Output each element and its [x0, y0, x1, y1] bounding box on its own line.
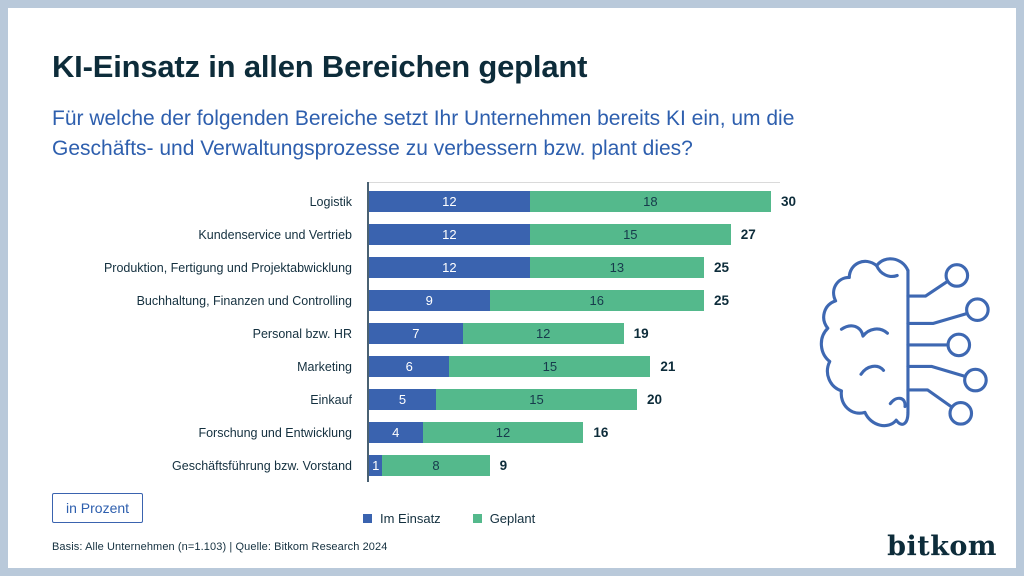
- total-value-label: 16: [593, 425, 609, 440]
- segment-value-label: 12: [442, 194, 457, 209]
- chart-legend: Im Einsatz Geplant: [363, 511, 535, 526]
- legend-item: Geplant: [472, 511, 536, 526]
- page-subtitle: Für welche der folgenden Bereiche setzt …: [52, 107, 795, 160]
- segment-value-label: 12: [535, 326, 551, 341]
- bar-segment-geplant: 12: [422, 422, 584, 443]
- bar-segment-geplant: 15: [449, 356, 651, 377]
- legend-swatch: [472, 514, 482, 523]
- bar-segment-geplant: 12: [462, 323, 624, 344]
- bar-row: Personal bzw. HR 7 12 19: [8, 323, 649, 344]
- bar-row: Logistik 12 18 30: [8, 191, 796, 212]
- total-value-label: 21: [660, 359, 676, 374]
- segment-value-label: 6: [405, 359, 413, 374]
- bar-segment-im-einsatz: 4: [369, 422, 423, 443]
- y-axis-line: [367, 182, 369, 482]
- category-label: Marketing: [297, 359, 352, 374]
- bar-row: Marketing 6 15 21: [8, 356, 675, 377]
- bar-segment-geplant: 15: [529, 224, 731, 245]
- segment-value-label: 9: [425, 293, 433, 308]
- segment-value-label: 12: [442, 260, 457, 275]
- bar-segment-im-einsatz: 12: [369, 191, 530, 212]
- bar-row: Forschung und Entwicklung 4 12 16: [8, 422, 608, 443]
- total-value-label: 25: [713, 260, 730, 275]
- category-label: Personal bzw. HR: [252, 326, 352, 341]
- segment-value-label: 7: [412, 326, 420, 341]
- bar-segment-im-einsatz: 6: [369, 356, 450, 377]
- bar-segment-im-einsatz: 1: [369, 455, 383, 476]
- segment-value-label: 18: [643, 194, 658, 209]
- bar-segment-geplant: 8: [382, 455, 490, 476]
- total-value-label: 9: [499, 458, 508, 473]
- segment-value-label: 16: [589, 293, 605, 308]
- segment-value-label: 15: [623, 227, 638, 242]
- segment-value-label: 5: [398, 392, 407, 407]
- segment-value-label: 12: [442, 227, 457, 242]
- category-label: Kundenservice und Vertrieb: [198, 227, 352, 242]
- segment-value-label: 15: [529, 392, 544, 407]
- category-label: Geschäftsführung bzw. Vorstand: [172, 458, 352, 473]
- bar-segment-im-einsatz: 12: [369, 257, 530, 278]
- unit-note-box: in Prozent: [52, 493, 144, 523]
- bar-row: Geschäftsführung bzw. Vorstand 1 8 9: [8, 455, 507, 476]
- bar-segment-geplant: 16: [489, 290, 704, 311]
- bar-segment-im-einsatz: 9: [369, 290, 490, 311]
- segment-value-label: 12: [495, 425, 511, 440]
- legend-item: Im Einsatz: [363, 511, 441, 526]
- ai-brain-icon: [819, 257, 990, 428]
- legend-label: Im Einsatz: [380, 511, 441, 526]
- category-label: Logistik: [309, 194, 352, 209]
- segment-value-label: 8: [432, 458, 440, 473]
- category-label: Forschung und Entwicklung: [198, 425, 352, 440]
- bar-row: Einkauf 5 15 20: [8, 389, 662, 410]
- legend-swatch: [363, 514, 372, 523]
- segment-value-label: 4: [392, 425, 400, 440]
- bar-segment-geplant: 15: [436, 389, 637, 410]
- segment-value-label: 15: [542, 359, 558, 374]
- bar-segment-geplant: 18: [529, 191, 771, 212]
- segment-value-label: 13: [609, 260, 625, 275]
- unit-note-label: in Prozent: [66, 500, 130, 516]
- total-value-label: 30: [780, 194, 797, 209]
- bar-segment-im-einsatz: 5: [369, 389, 436, 410]
- bar-row: Buchhaltung, Finanzen und Controlling 9 16…: [8, 290, 729, 311]
- bar-row: Kundenservice und Vertrieb 12 15 27: [8, 224, 756, 245]
- plot-top-border: [368, 182, 780, 183]
- source-note: Basis: Alle Unternehmen (n=1.103) | Quel…: [52, 541, 388, 553]
- category-label: Buchhaltung, Finanzen und Controlling: [136, 293, 352, 308]
- category-label: Produktion, Fertigung und Projektabwickl…: [103, 260, 352, 275]
- segment-value-label: 1: [372, 458, 380, 473]
- category-label: Einkauf: [310, 392, 352, 407]
- total-value-label: 19: [633, 326, 649, 341]
- bar-segment-im-einsatz: 7: [369, 323, 463, 344]
- stacked-bar-chart: Logistik 12 18 30 Kundenservice und Vertrieb…: [8, 8, 1016, 568]
- total-value-label: 27: [740, 227, 756, 242]
- total-value-label: 25: [713, 293, 730, 308]
- bar-row: Produktion, Fertigung und Projektabwickl…: [8, 257, 729, 278]
- bitkom-logo: bitkom: [887, 531, 997, 562]
- total-value-label: 20: [647, 392, 663, 407]
- bar-segment-im-einsatz: 12: [369, 224, 530, 245]
- bar-segment-geplant: 13: [529, 257, 704, 278]
- legend-label: Geplant: [489, 511, 536, 526]
- page-title: KI-Einsatz in allen Bereichen geplant: [52, 49, 588, 84]
